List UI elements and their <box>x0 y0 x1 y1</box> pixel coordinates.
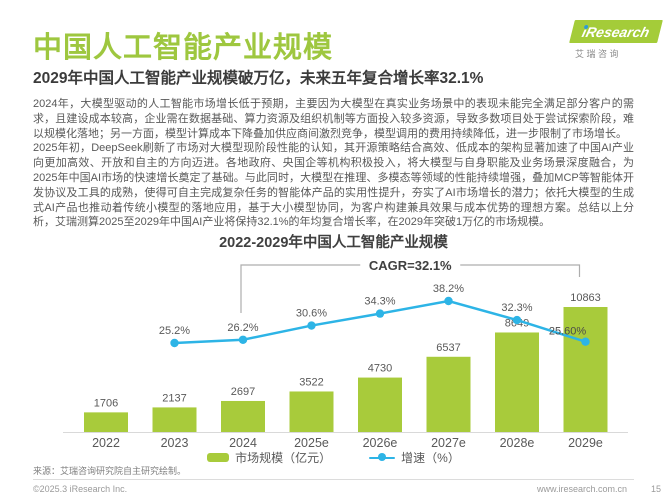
bar-2028e <box>495 332 539 432</box>
bar-2024 <box>221 400 265 432</box>
growth-point <box>375 309 385 318</box>
x-axis-label: 2023 <box>161 436 189 450</box>
legend-item-market-size: 市场规模（亿元） <box>207 449 331 466</box>
chart-title: 2022-2029年中国人工智能产业规模 <box>219 235 448 251</box>
legend-label-market-size: 市场规模（亿元） <box>235 451 332 465</box>
x-axis-label: 2024 <box>229 436 257 450</box>
industry-scale-chart: CAGR=32.1%170621372697352247306537864910… <box>63 258 628 450</box>
bar-value-label: 2137 <box>162 392 186 404</box>
iresearch-logo-text: iResearch <box>580 23 652 40</box>
x-axis-label: 2022 <box>92 436 120 450</box>
bar-value-label: 6537 <box>436 342 460 354</box>
growth-label: 38.2% <box>433 283 464 295</box>
bar-2029e <box>563 307 608 432</box>
bar-value-label: 2697 <box>231 386 255 398</box>
growth-point <box>512 315 522 325</box>
bar-value-label: 3522 <box>299 376 323 388</box>
bar-2027e <box>426 356 471 432</box>
bar-2023 <box>152 407 197 432</box>
footer-divider <box>33 479 634 480</box>
x-axis-label: 2026e <box>363 436 398 450</box>
x-axis-label: 2027e <box>431 436 466 450</box>
footer-right: www.iresearch.com.cn 15 <box>537 484 661 494</box>
growth-label: 25.60% <box>549 326 587 338</box>
growth-label: 34.3% <box>364 296 395 308</box>
bar-2026e <box>358 377 402 432</box>
iresearch-logo: iResearch 艾 瑞 咨 询 <box>569 20 663 60</box>
bar-value-label: 1706 <box>94 397 118 409</box>
bar-2022 <box>84 412 128 432</box>
x-axis-label: 2028e <box>500 436 535 450</box>
x-axis-label: 2029e <box>568 436 603 450</box>
growth-point <box>170 338 179 348</box>
page-title: 中国人工智能产业规模 <box>33 32 334 64</box>
growth-point <box>307 321 316 330</box>
footer-copyright: ©2025.3 iResearch Inc. <box>33 484 128 494</box>
bar-value-label: 4730 <box>368 363 392 375</box>
chart-legend: 市场规模（亿元） 增速（%） <box>0 449 667 466</box>
iresearch-logo-chinese: 艾 瑞 咨 询 <box>575 49 619 59</box>
growth-point <box>444 296 453 306</box>
cagr-bracket <box>240 264 581 313</box>
bar-2025e <box>289 391 334 432</box>
growth-point <box>238 335 248 344</box>
growth-label: 25.2% <box>159 325 190 337</box>
growth-label: 26.2% <box>227 322 258 334</box>
footer-website-link[interactable]: www.iresearch.com.cn <box>536 484 627 494</box>
growth-label: 32.3% <box>501 302 532 314</box>
source-note: 来源：艾瑞咨询研究院自主研究绘制。 <box>33 466 187 476</box>
iresearch-logo-band: iResearch <box>569 20 663 43</box>
paragraph-1: 2024年，大模型驱动的人工智能市场增长低于预期，主要因为大模型在真实业务场景中… <box>33 98 634 140</box>
growth-label: 30.6% <box>296 308 327 320</box>
bar-swatch-icon <box>207 453 230 462</box>
paragraph-2: 2025年初，DeepSeek刷新了市场对大模型现阶段性能的认知，其开源策略结合… <box>33 142 634 229</box>
x-axis-label: 2025e <box>294 436 329 450</box>
legend-label-growth-rate: 增速（%） <box>401 451 460 465</box>
cagr-label: CAGR=32.1% <box>369 258 452 273</box>
subtitle: 2029年中国人工智能产业规模破万亿，未来五年复合增长率32.1% <box>33 70 484 87</box>
bar-value-label: 10863 <box>570 292 601 304</box>
footer-page-number: 15 <box>650 484 661 494</box>
legend-item-growth-rate: 增速（%） <box>369 449 460 466</box>
growth-point <box>581 337 590 346</box>
line-swatch-icon <box>369 453 396 462</box>
body-text: 2024年，大模型驱动的人工智能市场增长低于预期，主要因为大模型在真实业务场景中… <box>33 97 634 230</box>
